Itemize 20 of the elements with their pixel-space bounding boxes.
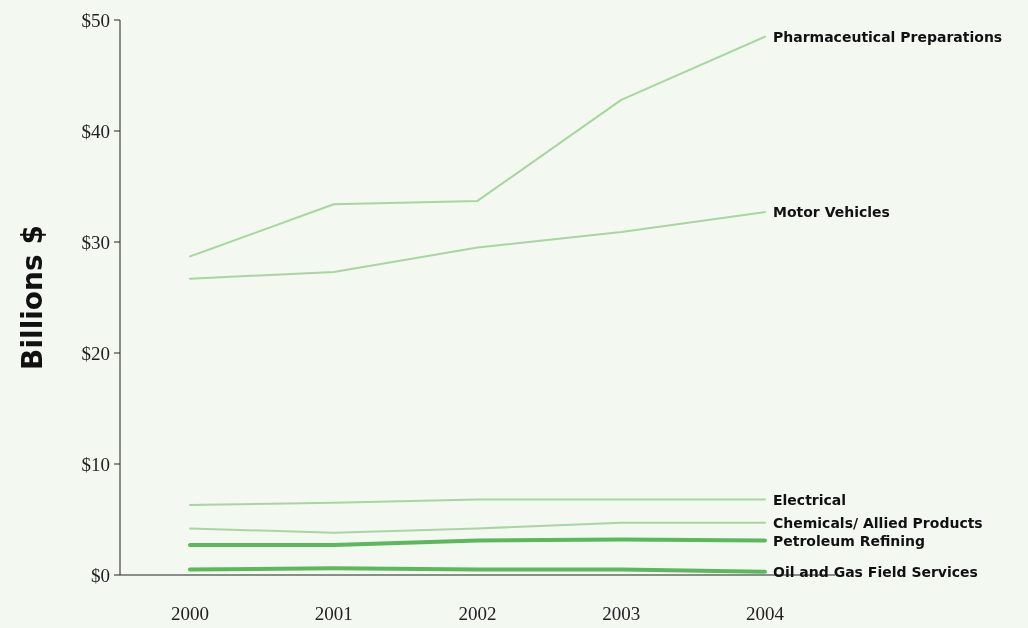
line-series [189, 211, 766, 280]
y-tick-label: $20 [81, 342, 110, 364]
line-series [189, 35, 766, 258]
series-label: Pharmaceutical Preparations [773, 28, 1003, 45]
series-label: Chemicals/ Allied Products [773, 514, 983, 531]
y-axis-title: Billions $ [16, 225, 49, 370]
series-label: Oil and Gas Field Services [773, 563, 978, 580]
y-tick-label: $30 [81, 231, 110, 253]
y-tick-label: $0 [91, 564, 110, 586]
x-tick-label: 2000 [171, 603, 209, 624]
y-tick-label: $10 [81, 453, 110, 475]
series-label: Petroleum Refining [773, 532, 926, 549]
y-tick-label: $40 [81, 120, 110, 142]
series-label: Electrical [773, 491, 847, 508]
x-tick-label: 2001 [314, 603, 353, 624]
x-tick-label: 2002 [458, 603, 497, 624]
series-label: Motor Vehicles [773, 204, 890, 221]
y-tick-label: $50 [81, 9, 110, 31]
x-tick-label: 2003 [602, 603, 641, 624]
x-tick-label: 2004 [746, 603, 785, 624]
